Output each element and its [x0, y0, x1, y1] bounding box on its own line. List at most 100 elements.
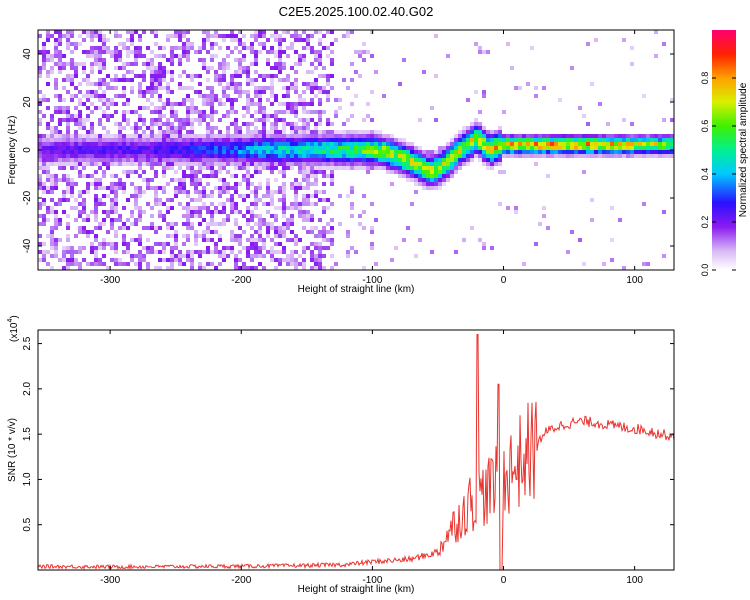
spectrogram-cell: [310, 226, 314, 230]
spectrogram-cell: [270, 150, 274, 154]
spectrogram-cell: [326, 134, 330, 138]
spectrogram-cell: [98, 66, 102, 70]
spectrogram-cell: [150, 30, 154, 34]
spectrogram-cell: [538, 142, 542, 146]
spectrogram-cell: [486, 142, 490, 146]
spectrogram-cell: [298, 94, 302, 98]
spectrogram-cell: [238, 62, 242, 66]
spectrogram-cell: [258, 222, 262, 226]
spectrogram-cell: [366, 102, 370, 106]
spectrogram-cell: [202, 46, 206, 50]
spectrogram-cell: [222, 90, 226, 94]
spectrogram-cell: [318, 42, 322, 46]
spectrogram-cell: [142, 138, 146, 142]
spectrogram-cell: [178, 186, 182, 190]
spectrogram-cell: [270, 214, 274, 218]
spectrogram-cell: [50, 238, 54, 242]
spectrogram-cell: [266, 150, 270, 154]
spectrogram-cell: [302, 214, 306, 218]
spectrogram-cell: [294, 178, 298, 182]
spectrogram-cell: [126, 38, 130, 42]
spectrogram-cell: [166, 118, 170, 122]
spectrogram-cell: [518, 134, 522, 138]
spectrogram-cell: [318, 234, 322, 238]
spectrogram-cell: [318, 170, 322, 174]
spectrogram-cell: [334, 134, 338, 138]
spectrogram-cell: [270, 78, 274, 82]
spectrogram-cell: [258, 198, 262, 202]
spectrogram-cell: [82, 62, 86, 66]
spectrogram-cell: [594, 150, 598, 154]
spectrogram-cell: [294, 70, 298, 74]
spectrogram-cell: [282, 110, 286, 114]
spectrogram-cell: [282, 50, 286, 54]
spectrogram-cell: [134, 198, 138, 202]
spectrogram-cell: [186, 174, 190, 178]
spectrogram-cell: [206, 142, 210, 146]
spectrogram-cell: [246, 146, 250, 150]
spectrogram-cell: [102, 162, 106, 166]
spectrogram-cell: [234, 238, 238, 242]
spectrogram-cell: [630, 146, 634, 150]
spectrogram-cell: [114, 158, 118, 162]
spectrogram-cell: [310, 138, 314, 142]
spectrogram-cell: [282, 182, 286, 186]
spectrogram-cell: [326, 74, 330, 78]
spectrogram-cell: [242, 166, 246, 170]
spectrogram-cell: [350, 102, 354, 106]
colorbar-tick-label: 0.6: [700, 120, 710, 133]
spectrogram-cell: [214, 162, 218, 166]
spectrogram-cell: [122, 134, 126, 138]
spectrogram-cell: [78, 118, 82, 122]
spectrogram-cell: [202, 194, 206, 198]
spectrogram-cell: [170, 70, 174, 74]
spectrogram-cell: [622, 150, 626, 154]
spectrogram-cell: [326, 174, 330, 178]
spectrogram-cell: [314, 54, 318, 58]
spectrogram-cell: [166, 206, 170, 210]
spectrogram-cell: [154, 118, 158, 122]
spectrogram-cell: [50, 146, 54, 150]
spectrogram-cell: [150, 214, 154, 218]
spectrogram-cell: [74, 206, 78, 210]
spectrogram-cell: [38, 202, 42, 206]
spectrogram-cell: [254, 170, 258, 174]
spectrogram-cell: [326, 166, 330, 170]
spectrogram-cell: [134, 50, 138, 54]
spectrogram-cell: [198, 198, 202, 202]
spectrogram-cell: [358, 54, 362, 58]
spectrogram-cell: [174, 230, 178, 234]
spectrogram-cell: [422, 154, 426, 158]
spectrogram-cell: [246, 154, 250, 158]
spectrogram-cell: [450, 138, 454, 142]
spectrogram-cell: [378, 142, 382, 146]
spectrogram-cell: [70, 146, 74, 150]
spectrogram-cell: [110, 98, 114, 102]
spectrogram-cell: [286, 222, 290, 226]
spectrogram-cell: [498, 170, 502, 174]
spectrogram-cell: [174, 114, 178, 118]
spectrogram-cell: [50, 142, 54, 146]
spectrogram-cell: [318, 242, 322, 246]
spectrogram-cell: [310, 70, 314, 74]
spectrogram-cell: [166, 162, 170, 166]
spectrogram-cell: [150, 50, 154, 54]
spectrogram-cell: [106, 214, 110, 218]
spectrogram-cell: [326, 138, 330, 142]
spectrogram-cell: [110, 86, 114, 90]
spectrogram-cell: [130, 86, 134, 90]
spectrogram-cell: [258, 130, 262, 134]
spectrogram-cell: [62, 134, 66, 138]
spectrogram-cell: [222, 222, 226, 226]
spectrogram-cell: [62, 142, 66, 146]
spectrogram-cell: [254, 206, 258, 210]
spectrogram-cell: [266, 194, 270, 198]
spectrogram-cell: [446, 178, 450, 182]
spectrogram-cell: [246, 246, 250, 250]
spectrogram-cell: [218, 222, 222, 226]
spectrogram-cell: [190, 222, 194, 226]
spectrogram-cell: [186, 254, 190, 258]
spectrogram-cell: [630, 46, 634, 50]
spectrogram-cell: [350, 150, 354, 154]
spectrogram-cell: [586, 150, 590, 154]
